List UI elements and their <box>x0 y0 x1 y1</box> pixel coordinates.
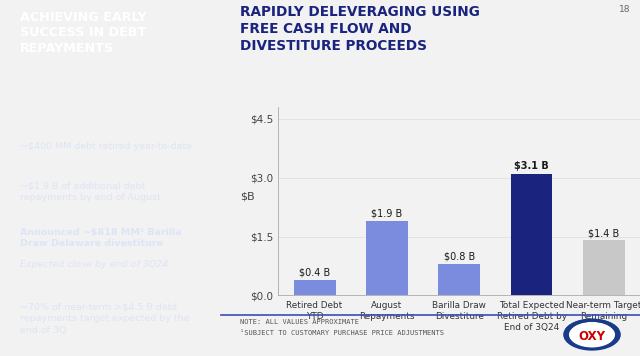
Text: $1.4 B: $1.4 B <box>588 228 620 238</box>
Y-axis label: $B: $B <box>240 191 255 201</box>
Bar <box>294 280 335 295</box>
Text: $0.8 B: $0.8 B <box>444 252 475 262</box>
Bar <box>366 221 408 295</box>
Bar <box>511 174 552 295</box>
Wedge shape <box>565 319 619 330</box>
Text: ~$1.9 B of additional debt
repayments by end of August: ~$1.9 B of additional debt repayments by… <box>20 182 161 202</box>
Text: Announced ~$818 MM¹ Barilla
Draw Delaware divestiture: Announced ~$818 MM¹ Barilla Draw Delawar… <box>20 228 182 248</box>
Text: ¹SUBJECT TO CUSTOMARY PURCHASE PRICE ADJUSTMENTS: ¹SUBJECT TO CUSTOMARY PURCHASE PRICE ADJ… <box>240 330 444 336</box>
Text: $3.1 B: $3.1 B <box>514 161 549 171</box>
Text: ~70% of near-term >$4.5 B debt
repayments target expected by the
end of 3Q: ~70% of near-term >$4.5 B debt repayment… <box>20 303 189 335</box>
Text: Expected close by end of 3Q24: Expected close by end of 3Q24 <box>20 260 168 269</box>
Text: $0.4 B: $0.4 B <box>299 267 330 277</box>
Bar <box>438 264 480 295</box>
Text: 18: 18 <box>619 5 630 14</box>
Text: RAPIDLY DELEVERAGING USING
FREE CASH FLOW AND
DIVESTITURE PROCEEDS: RAPIDLY DELEVERAGING USING FREE CASH FLO… <box>240 5 480 53</box>
Text: ~$400 MM debt retired year-to-date: ~$400 MM debt retired year-to-date <box>20 142 192 151</box>
Text: $1.9 B: $1.9 B <box>371 208 403 219</box>
Text: NOTE: ALL VALUES APPROXIMATE: NOTE: ALL VALUES APPROXIMATE <box>240 319 359 325</box>
Circle shape <box>563 319 621 351</box>
Circle shape <box>569 322 615 347</box>
Text: OXY: OXY <box>579 330 605 342</box>
Bar <box>583 240 625 295</box>
Text: ACHIEVING EARLY
SUCCESS IN DEBT
REPAYMENTS: ACHIEVING EARLY SUCCESS IN DEBT REPAYMEN… <box>20 11 147 55</box>
